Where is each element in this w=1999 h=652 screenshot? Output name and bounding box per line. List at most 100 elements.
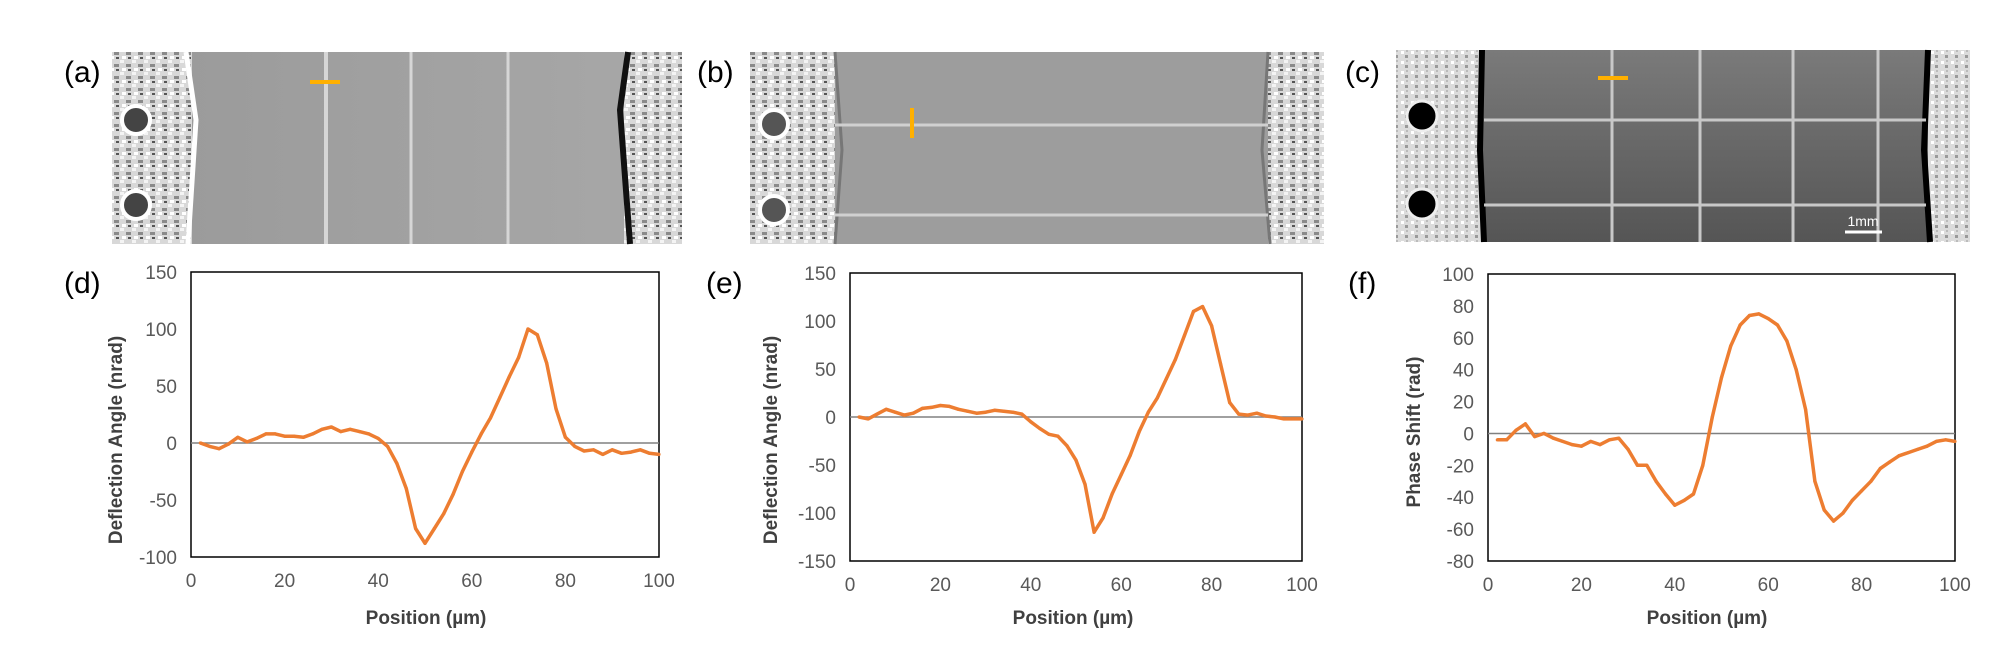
image-panel-a: (a) [64, 51, 682, 245]
chart-d-data-point [460, 469, 465, 474]
chart-d-data-point [339, 430, 343, 434]
panel-label-c: (c) [1345, 56, 1380, 89]
chart-d-data-point [254, 436, 259, 441]
chart-f-data-point [1766, 317, 1770, 321]
chart-e-y-tick-label: -150 [798, 552, 836, 573]
chart-d-x-tick-label: 40 [368, 571, 389, 592]
chart-d-data-point [245, 440, 249, 444]
chart-e-data-point [866, 417, 870, 421]
chart-f-data-point [1953, 439, 1957, 444]
image-b-right-edge [1268, 52, 1324, 244]
chart-e-data-point [1146, 410, 1150, 414]
chart-d-data-point [638, 448, 642, 452]
chart-e-data-point [1228, 401, 1232, 405]
chart-e-data-point [875, 412, 879, 416]
chart-f-data-point [1561, 439, 1565, 444]
chart-e-data-point [956, 407, 961, 411]
chart-f-data-point [1635, 463, 1640, 467]
chart-e-data-point [920, 406, 924, 410]
image-c-background [1396, 50, 1970, 242]
image-b-left-boundary [833, 51, 844, 245]
chart-e-data-point [1128, 453, 1132, 457]
chart-f-data-point [1533, 435, 1537, 439]
chart-d-data-point [198, 441, 202, 445]
chart-f-data-point [1673, 503, 1677, 507]
chart-e-data-point [1255, 411, 1259, 415]
chart-d-data-point [488, 416, 493, 420]
chart-d-data-point [311, 432, 315, 436]
image-b-hole-bottom [758, 194, 790, 226]
image-c-hole-top [1405, 99, 1439, 133]
chart-e-data-point [938, 403, 943, 408]
chart-f-data-point [1785, 339, 1789, 343]
chart-d-data-point [554, 407, 558, 411]
chart-d-data-point [414, 526, 418, 531]
chart-f-data-point [1617, 436, 1621, 440]
chart-e-data-point [1300, 417, 1304, 421]
chart-f-data-point [1934, 439, 1938, 444]
chart-e-data-point [947, 404, 952, 409]
chart-d-series-line [199, 327, 660, 546]
chart-d-data-point [517, 355, 521, 360]
chart-f-data-point [1654, 479, 1658, 483]
chart-f-y-tick-label: -20 [1447, 456, 1474, 477]
chart-f-data-point [1850, 498, 1854, 503]
chart-d-data-point [629, 450, 633, 454]
chart-d-data-point [348, 427, 352, 431]
chart-d-data-point [432, 526, 436, 531]
chart-f-y-tick-label: 0 [1463, 424, 1474, 445]
chart-f-data-point [1607, 438, 1612, 442]
chart-d-data-point [283, 434, 287, 438]
image-a-background [112, 52, 682, 244]
chart-f-plot-area [1487, 273, 1956, 562]
chart-e-data-point [1110, 492, 1114, 496]
chart-d-data-point [479, 432, 483, 436]
chart-e-data-point [1083, 482, 1087, 486]
chart-f-data-point [1570, 443, 1574, 447]
chart-d-data-point [376, 436, 380, 441]
chart-f-data-point [1775, 323, 1780, 327]
image-b-right-boundary [1260, 51, 1272, 245]
image-a-hole-top [120, 104, 152, 136]
chart-e-x-tick-label: 100 [1286, 575, 1318, 596]
chart-f-x-tick-label: 20 [1571, 575, 1592, 596]
chart-f-y-tick-label: 100 [1442, 265, 1474, 286]
chart-f-y-tick-label: 60 [1453, 329, 1474, 350]
chart-d-y-tick-label: 150 [145, 263, 177, 284]
chart-f-data-point [1906, 450, 1910, 455]
chart-f-data-point [1794, 368, 1798, 372]
chart-f-data-point [1701, 463, 1705, 467]
image-c-right-edge [1928, 50, 1970, 242]
chart-f-data-point [1813, 479, 1817, 483]
chart-d-y-tick-label: -100 [139, 548, 177, 569]
chart-e-y-tick-label: 150 [804, 264, 836, 285]
chart-f-data-point [1542, 431, 1546, 436]
chart-d-data-point [357, 430, 362, 434]
chart-f-data-point [1551, 436, 1555, 440]
chart-e-series-line [858, 304, 1302, 534]
chart-d-data-point [226, 442, 231, 446]
image-c-left-boundary [1476, 49, 1487, 243]
chart-d-data-point [573, 444, 577, 449]
chart-e-data-point [1092, 530, 1096, 534]
chart-f-data-point [1663, 492, 1668, 496]
chart-f-x-tick-label: 80 [1851, 575, 1872, 596]
chart-d-data-point [217, 447, 221, 451]
chart-d-data-point [451, 492, 455, 496]
chart-e-data-point [974, 411, 979, 415]
chart-e-data-point [1191, 309, 1196, 313]
chart-d-y-tick-label: 50 [156, 377, 177, 398]
chart-f-data-point [1916, 447, 1920, 451]
chart-f-data-point [1925, 444, 1929, 448]
chart-e-data-point [1011, 410, 1015, 414]
chart-f-data-point [1589, 439, 1593, 444]
chart-d-data-point [404, 487, 408, 491]
chart-d-x-axis-label: Position (µm) [366, 608, 487, 629]
chart-f-data-point [1944, 438, 1948, 442]
chart-d-data-point [367, 432, 371, 436]
chart-f-x-tick-label: 100 [1939, 575, 1971, 596]
chart-f-data-point [1747, 313, 1752, 318]
image-c-hole-bottom [1405, 187, 1439, 221]
chart-f-y-tick-label: -60 [1447, 520, 1474, 541]
